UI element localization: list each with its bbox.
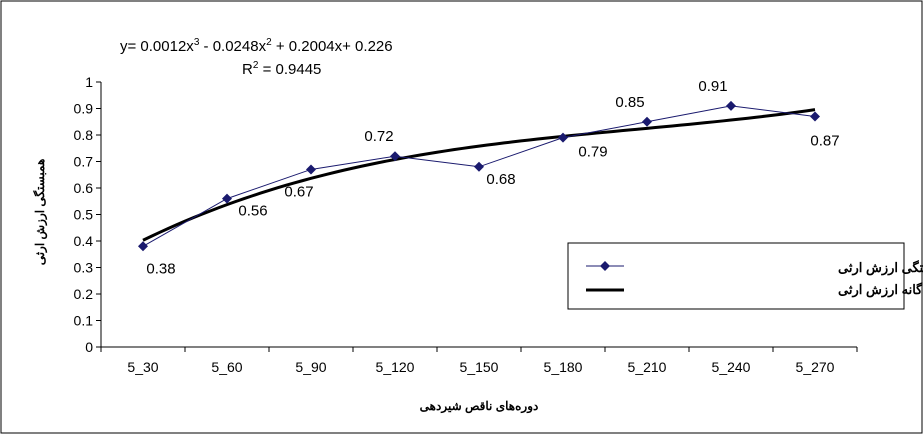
data-label: 0.68 <box>486 171 515 188</box>
data-point-marker <box>726 100 736 111</box>
r-squared: R2 = 0.9445 <box>242 60 321 78</box>
trendline <box>142 108 816 242</box>
x-tick-label: 5_270 <box>796 359 835 375</box>
y-tick-label: 0.8 <box>74 127 94 143</box>
legend-box <box>567 242 905 310</box>
y-axis-title: همبستگی ارزش ارثی <box>32 159 48 266</box>
data-point-marker <box>558 132 568 143</box>
data-point-marker <box>642 116 652 127</box>
data-point-marker <box>810 111 820 122</box>
x-tick-label: 5_30 <box>127 359 158 375</box>
data-label: 0.85 <box>615 94 644 111</box>
x-tick-label: 5_120 <box>376 359 415 375</box>
data-point-marker <box>474 161 484 172</box>
y-tick-label: 0.4 <box>74 233 94 249</box>
data-label: 0.91 <box>698 78 727 95</box>
y-tick-label: 1 <box>85 74 93 90</box>
x-tick-label: 5_60 <box>211 359 242 375</box>
data-label: 0.38 <box>146 260 175 277</box>
y-tick-label: 0.6 <box>74 180 94 196</box>
y-tick-label: 0.5 <box>74 207 94 223</box>
legend-label-trend: همبستگی چند گانه ارزش ارثی <box>838 281 923 298</box>
x-tick-label: 5_210 <box>628 359 667 375</box>
data-point-marker <box>222 193 232 204</box>
data-label: 0.72 <box>364 128 393 145</box>
y-tick-label: 0 <box>85 339 93 355</box>
data-label: 0.56 <box>238 203 267 220</box>
data-label: 0.87 <box>810 132 839 149</box>
data-point-marker <box>138 241 148 252</box>
trendline-equation: y= 0.0012x3 - 0.0248x2 + 0.2004x+ 0.226 <box>120 37 393 55</box>
x-tick-label: 5_90 <box>295 359 326 375</box>
y-tick-label: 0.3 <box>74 260 94 276</box>
y-tick-label: 0.7 <box>74 154 94 170</box>
legend-label-series: همبستگی ارزش ارثی <box>838 259 923 276</box>
data-label: 0.67 <box>284 183 313 200</box>
y-tick-label: 0.2 <box>74 286 94 302</box>
y-tick-label: 0.1 <box>74 313 94 329</box>
data-point-marker <box>390 151 400 162</box>
legend-marker-series <box>600 261 610 271</box>
y-tick-label: 0.9 <box>74 101 94 117</box>
x-axis-title: دوره‌های ناقص شیردهی <box>420 399 539 414</box>
x-tick-label: 5_240 <box>712 359 751 375</box>
data-point-marker <box>306 164 316 175</box>
legend: همبستگی ارزش ارثی همبستگی چند گانه ارزش … <box>567 242 923 310</box>
x-tick-label: 5_150 <box>460 359 499 375</box>
data-label: 0.79 <box>578 144 607 161</box>
x-tick-label: 5_180 <box>544 359 583 375</box>
